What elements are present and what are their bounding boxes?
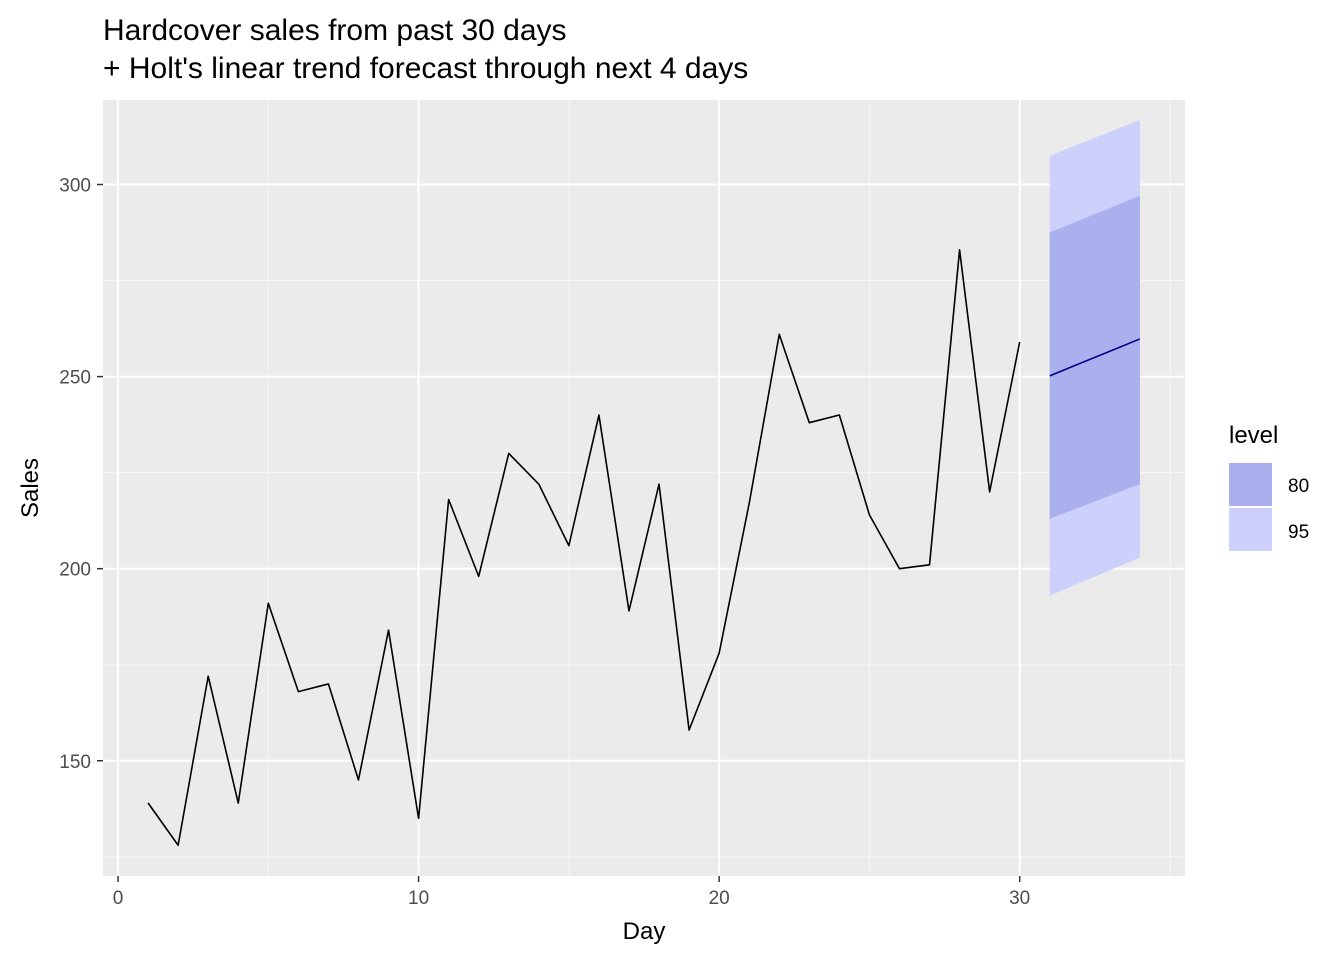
x-tick-label-20: 20 [709,888,730,909]
plot-panel [103,100,1185,876]
legend-label-80: 80 [1288,476,1309,497]
y-tick-label-150: 150 [59,752,91,773]
y-axis-title: Sales [17,458,44,518]
legend: level 80 95 [1229,422,1309,551]
legend-label-95: 95 [1288,522,1309,543]
y-tick-label-300: 300 [59,176,91,197]
grid-major [103,100,1185,876]
x-tick-label-10: 10 [408,888,429,909]
grid-minor [103,100,1185,876]
x-axis: 0 10 20 30 [113,876,1030,909]
x-axis-title: Day [623,918,666,945]
series-lines [147,249,1141,847]
legend-key-80 [1229,463,1272,506]
chart-title: Hardcover sales from past 30 days [103,14,567,47]
chart-subtitle: + Holt's linear trend forecast through n… [103,52,748,85]
y-tick-label-200: 200 [59,560,91,581]
x-tick-label-30: 30 [1009,888,1030,909]
legend-key-95 [1229,508,1272,551]
forecast-mean-line [1049,338,1141,377]
x-tick-label-0: 0 [113,888,124,909]
legend-title: level [1229,422,1278,449]
y-axis: 150 200 250 300 [59,176,103,773]
observed-sales-line [147,249,1021,847]
y-tick-label-250: 250 [59,368,91,389]
